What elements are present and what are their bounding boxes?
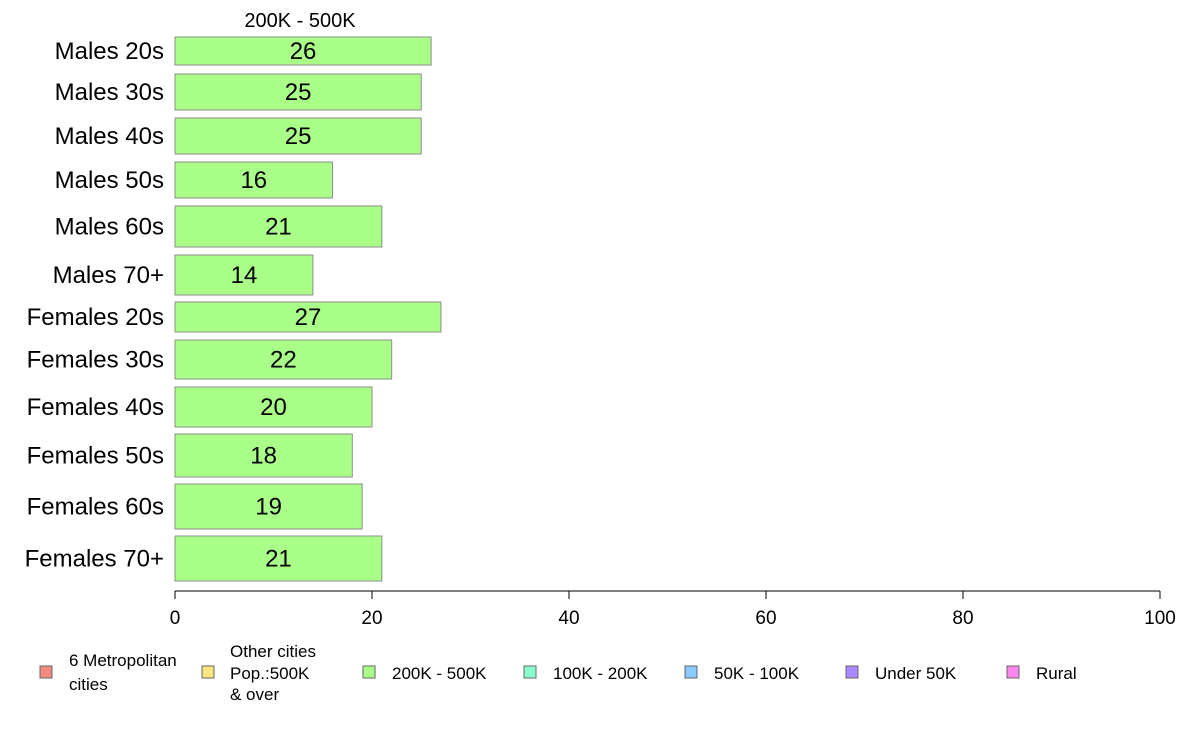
category-label: Females 30s xyxy=(27,347,164,374)
x-tick-label: 0 xyxy=(170,608,181,629)
legend-label: 50K - 100K xyxy=(714,664,800,683)
value-label: 26 xyxy=(290,38,317,65)
legend-swatch xyxy=(684,665,698,679)
bar xyxy=(174,117,422,155)
x-tick-label: 80 xyxy=(952,608,973,629)
legend-swatch xyxy=(1006,665,1020,679)
category-label: Males 20s xyxy=(55,38,164,65)
x-tick-label: 20 xyxy=(361,608,382,629)
category-label: Males 70+ xyxy=(53,262,164,289)
bar xyxy=(174,161,334,199)
legend-swatch xyxy=(201,665,215,679)
value-label: 27 xyxy=(295,304,322,331)
bar xyxy=(174,339,393,380)
legend-label: Rural xyxy=(1036,664,1077,683)
bar xyxy=(174,73,422,111)
category-label: Females 50s xyxy=(27,443,164,470)
bar xyxy=(174,386,373,428)
value-label: 16 xyxy=(240,167,267,194)
bar xyxy=(174,254,314,296)
bar xyxy=(174,433,353,478)
value-label: 14 xyxy=(231,262,258,289)
legend-label: & over xyxy=(230,685,279,704)
value-label: 25 xyxy=(285,123,312,150)
legend-label: Pop.:500K xyxy=(230,664,310,683)
x-tick-label: 100 xyxy=(1144,608,1176,629)
category-label: Males 50s xyxy=(55,167,164,194)
value-label: 22 xyxy=(270,347,297,374)
legend-label: 6 Metropolitan xyxy=(69,651,177,670)
legend-label: cities xyxy=(69,675,108,694)
x-tick-label: 40 xyxy=(558,608,579,629)
legend-swatch xyxy=(362,665,376,679)
chart-title: 200K - 500K xyxy=(244,10,356,32)
category-label: Females 70+ xyxy=(25,546,164,573)
category-label: Males 60s xyxy=(55,214,164,241)
value-label: 19 xyxy=(255,494,282,521)
bar xyxy=(174,205,383,248)
legend-swatch xyxy=(523,665,537,679)
legend-label: Other cities xyxy=(230,642,316,661)
x-tick-label: 60 xyxy=(755,608,776,629)
value-label: 21 xyxy=(265,214,292,241)
legend-swatch xyxy=(845,665,859,679)
value-label: 20 xyxy=(260,394,287,421)
category-label: Females 20s xyxy=(27,304,164,331)
x-axis: 0 20 40 60 80 100 xyxy=(170,590,1176,629)
legend-label: Under 50K xyxy=(875,664,957,683)
category-label: Males 40s xyxy=(55,123,164,150)
legend-label: 100K - 200K xyxy=(553,664,648,683)
legend-swatch xyxy=(39,665,53,679)
category-label: Males 30s xyxy=(55,79,164,106)
bar xyxy=(174,483,363,530)
category-label: Females 60s xyxy=(27,494,164,521)
bar xyxy=(174,301,442,333)
legend-label: 200K - 500K xyxy=(392,664,487,683)
bar xyxy=(174,535,383,582)
value-label: 18 xyxy=(250,443,277,470)
value-label: 21 xyxy=(265,546,292,573)
bars-group: Males 20s 26 Males 30s 25 Males 40s 25 Males 5… xyxy=(25,36,442,582)
value-label: 25 xyxy=(285,79,312,106)
legend: 6 Metropolitan cities Other cities Pop.:50… xyxy=(39,642,1077,704)
category-label: Females 40s xyxy=(27,394,164,421)
bar xyxy=(174,36,432,66)
